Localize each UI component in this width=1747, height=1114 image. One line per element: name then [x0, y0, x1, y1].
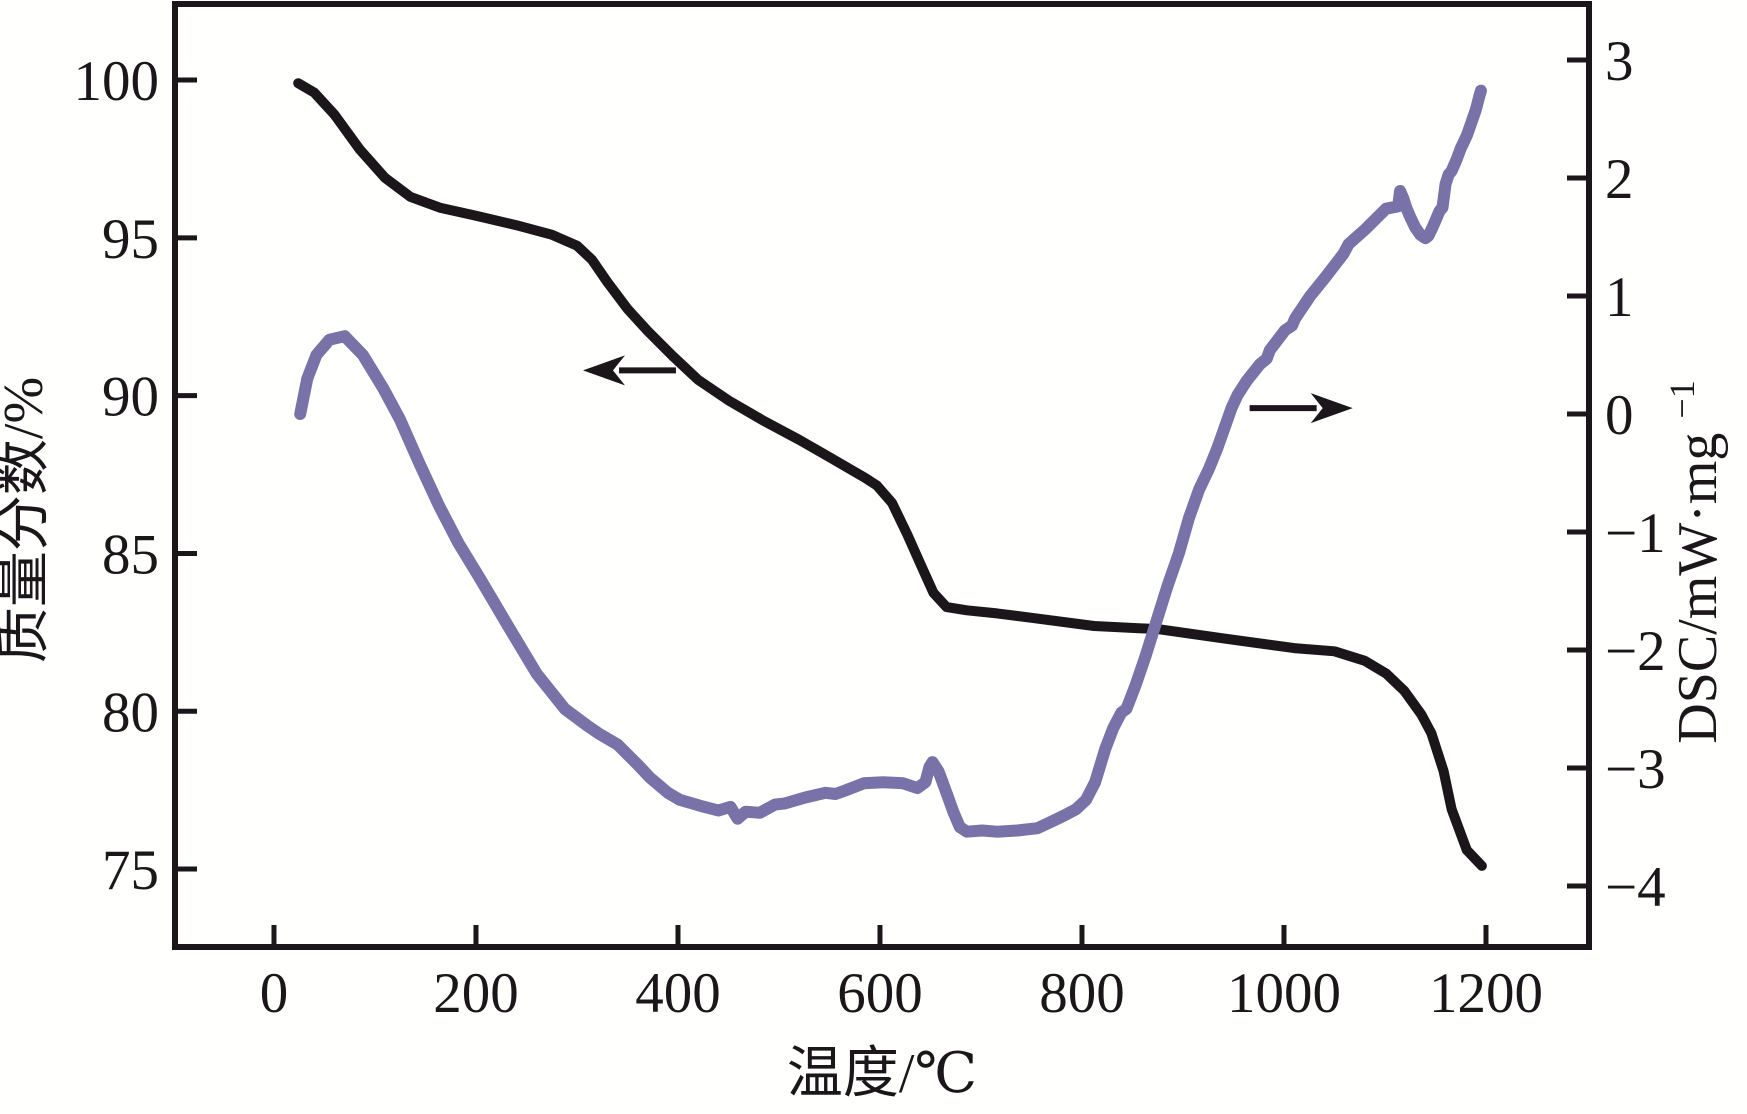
- left-tick-label-90: 90: [102, 366, 159, 429]
- right-tick-label--1: −1: [1605, 502, 1666, 565]
- x-tick-label-400: 400: [635, 962, 721, 1025]
- right-tick-label-3: 3: [1605, 30, 1634, 93]
- left-tick-label-95: 95: [102, 208, 159, 271]
- right-y-axis-title-superscript: −1: [1662, 380, 1702, 418]
- left-y-axis-ticks: 100 95 90 85 80 75: [74, 50, 197, 902]
- right-tick-label-0: 0: [1605, 384, 1634, 447]
- x-tick-label-200: 200: [433, 962, 519, 1025]
- axis-pointer-arrows: [583, 355, 1353, 424]
- right-tick-label--4: −4: [1605, 856, 1666, 919]
- right-arrowhead-icon: [1310, 393, 1353, 424]
- right-y-axis-title-base: DSC/mW·mg: [1667, 433, 1729, 744]
- x-tick-label-600: 600: [837, 962, 923, 1025]
- left-tick-label-80: 80: [102, 681, 159, 744]
- left-tick-label-85: 85: [102, 523, 159, 586]
- dsc-curve: [294, 84, 1487, 838]
- right-y-axis-title: DSC/mW·mg −1: [1662, 380, 1729, 743]
- x-tick-label-1200: 1200: [1429, 962, 1543, 1025]
- plot-frame: [172, 1, 1592, 950]
- right-tick-label-1: 1: [1605, 266, 1634, 329]
- x-axis-ticks: 0 200 400 600 800 1000 1200: [260, 925, 1543, 1025]
- x-tick-label-800: 800: [1039, 962, 1125, 1025]
- x-tick-label-0: 0: [260, 962, 289, 1025]
- right-tick-label--3: −3: [1605, 738, 1666, 801]
- right-tick-label--2: −2: [1605, 620, 1666, 683]
- x-axis-title: 温度/℃: [787, 1043, 977, 1105]
- right-y-axis-ticks: 3 2 1 0 −1 −2 −3 −4: [1567, 30, 1666, 919]
- left-tick-label-100: 100: [74, 50, 160, 113]
- data-curves: [293, 78, 1487, 871]
- left-arrowhead-icon: [583, 355, 625, 386]
- left-tick-label-75: 75: [102, 839, 159, 902]
- right-tick-label-2: 2: [1605, 148, 1634, 211]
- left-y-axis-title: 质量分数/%: [0, 377, 55, 663]
- tg-curve: [293, 78, 1487, 871]
- x-tick-label-1000: 1000: [1227, 962, 1341, 1025]
